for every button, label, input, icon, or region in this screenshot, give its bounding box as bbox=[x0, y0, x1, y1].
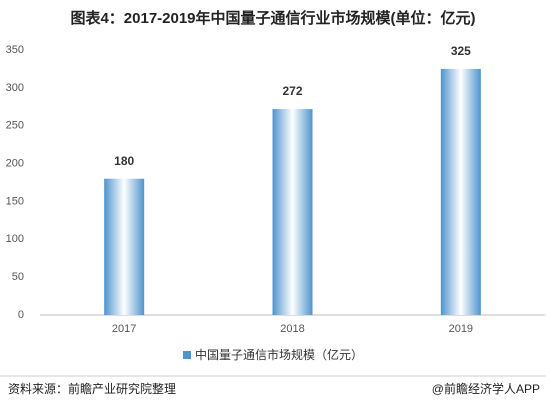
y-tick-label: 100 bbox=[6, 233, 24, 245]
legend-swatch bbox=[183, 351, 191, 359]
legend-label: 中国量子通信市场规模（亿元） bbox=[195, 347, 363, 362]
bar bbox=[440, 68, 481, 315]
value-label: 325 bbox=[451, 44, 471, 58]
credit: @前瞻经济学人APP bbox=[432, 381, 540, 396]
source: 资料来源：前瞻产业研究院整理 bbox=[8, 381, 176, 396]
y-tick-label: 0 bbox=[18, 309, 24, 321]
y-tick-label: 150 bbox=[6, 195, 24, 207]
bar bbox=[104, 178, 145, 315]
chart-title: 图表4：2017-2019年中国量子通信行业市场规模(单位：亿元) bbox=[70, 9, 475, 27]
y-tick-label: 300 bbox=[6, 82, 24, 94]
x-tick-label: 2019 bbox=[449, 323, 473, 335]
x-tick-label: 2017 bbox=[112, 323, 136, 335]
x-tick-label: 2018 bbox=[280, 323, 304, 335]
y-tick-label: 350 bbox=[6, 44, 24, 56]
y-tick-label: 50 bbox=[12, 271, 24, 283]
value-label: 180 bbox=[114, 154, 134, 168]
bar bbox=[272, 109, 313, 315]
value-label: 272 bbox=[282, 84, 302, 98]
y-tick-label: 200 bbox=[6, 157, 24, 169]
y-tick-label: 250 bbox=[6, 120, 24, 132]
